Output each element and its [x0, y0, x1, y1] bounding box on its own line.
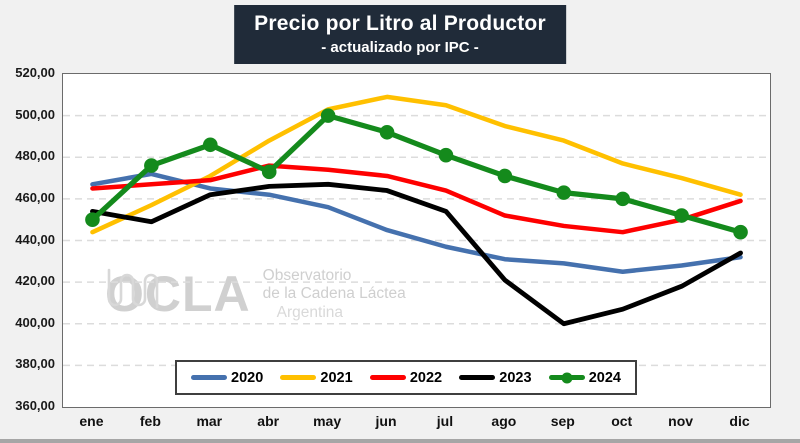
- legend-label-2022: 2022: [409, 369, 443, 386]
- x-tick-label-dic: dic: [729, 413, 750, 429]
- legend-item-2023: 2023: [459, 369, 532, 386]
- legend-swatch-2020: [191, 375, 227, 380]
- data-point-marker-2024: [556, 185, 572, 200]
- watermark-brand: OCLA: [105, 266, 251, 323]
- y-tick-label: 360,00: [15, 398, 55, 413]
- plot-area: OCLA Observatorio de la Cadena Láctea Ar…: [62, 73, 771, 408]
- line-chart: [63, 94, 770, 367]
- data-point-marker-2024: [438, 147, 454, 163]
- y-tick-label: 440,00: [15, 231, 55, 247]
- legend: 2020 2021 2022 2023 2024: [175, 360, 637, 395]
- watermark-line: Argentina: [276, 303, 344, 321]
- x-tick-label-feb: feb: [139, 413, 161, 429]
- watermark: OCLA Observatorio de la Cadena Láctea Ar…: [105, 267, 406, 322]
- y-tick-label: 420,00: [15, 273, 55, 289]
- series-line-2022: [90, 163, 743, 235]
- x-tick-label-ene: ene: [79, 413, 104, 429]
- watermark-line: Observatorio: [262, 267, 352, 284]
- data-point-marker-2024: [379, 124, 395, 140]
- milk-pulse-squiggle-icon: [107, 268, 159, 309]
- data-point-marker-2024: [144, 158, 159, 173]
- data-point-marker-2024: [320, 108, 336, 123]
- x-tick-label-jul: jul: [436, 413, 454, 429]
- x-tick-label-oct: oct: [611, 413, 633, 429]
- data-point-marker-2024: [615, 191, 631, 207]
- watermark-line: de la Cadena Láctea: [262, 285, 406, 303]
- legend-swatch-2021: [280, 375, 317, 380]
- data-point-marker-2024: [202, 137, 218, 153]
- y-tick-label: 380,00: [15, 356, 55, 372]
- legend-label-2023: 2023: [499, 369, 532, 386]
- chart-title-box: Precio por Litro al Productor - actualiz…: [234, 5, 566, 64]
- legend-item-2021: 2021: [280, 369, 353, 386]
- data-point-marker-2024: [674, 208, 689, 223]
- chart-subtitle: - actualizado por IPC -: [321, 39, 479, 56]
- legend-label-2021: 2021: [320, 369, 353, 386]
- y-tick-label: 480,00: [15, 148, 55, 164]
- x-tick-label-sep: sep: [550, 413, 575, 429]
- legend-swatch-2023: [459, 375, 496, 380]
- legend-item-2024: 2024: [548, 369, 621, 386]
- legend-label-2020: 2020: [231, 369, 264, 386]
- x-tick-label-ago: ago: [491, 413, 517, 429]
- x-tick-label-mar: mar: [196, 413, 223, 429]
- bottom-edge-shadow: [0, 439, 800, 443]
- legend-marker-dot: [561, 372, 573, 383]
- data-point-marker-2024: [497, 168, 513, 184]
- series-line-2020: [90, 171, 743, 274]
- x-tick-label-nov: nov: [668, 413, 694, 429]
- legend-swatch-2024: [548, 372, 585, 383]
- y-tick-label: 400,00: [15, 314, 55, 330]
- legend-item-2022: 2022: [369, 369, 443, 386]
- legend-label-2024: 2024: [588, 369, 621, 386]
- x-tick-label-jun: jun: [375, 413, 397, 429]
- y-tick-label: 460,00: [15, 189, 55, 205]
- watermark-description: Observatorio de la Cadena Láctea Argenti…: [263, 267, 406, 322]
- x-tick-label-abr: abr: [257, 413, 280, 429]
- series-line-2021: [90, 94, 743, 235]
- legend-item-2020: 2020: [191, 370, 263, 386]
- data-point-marker-2024: [733, 224, 748, 240]
- series-line-2023: [90, 181, 743, 327]
- legend-swatch-2022: [369, 375, 406, 380]
- series-line-2024: [89, 113, 744, 235]
- y-tick-label: 500,00: [15, 106, 55, 122]
- chart-title: Precio por Litro al Productor: [254, 12, 546, 35]
- data-point-marker-2024: [261, 164, 277, 180]
- x-tick-label-may: may: [313, 413, 342, 429]
- y-tick-label: 520,00: [15, 65, 55, 80]
- data-point-marker-2024: [85, 212, 100, 227]
